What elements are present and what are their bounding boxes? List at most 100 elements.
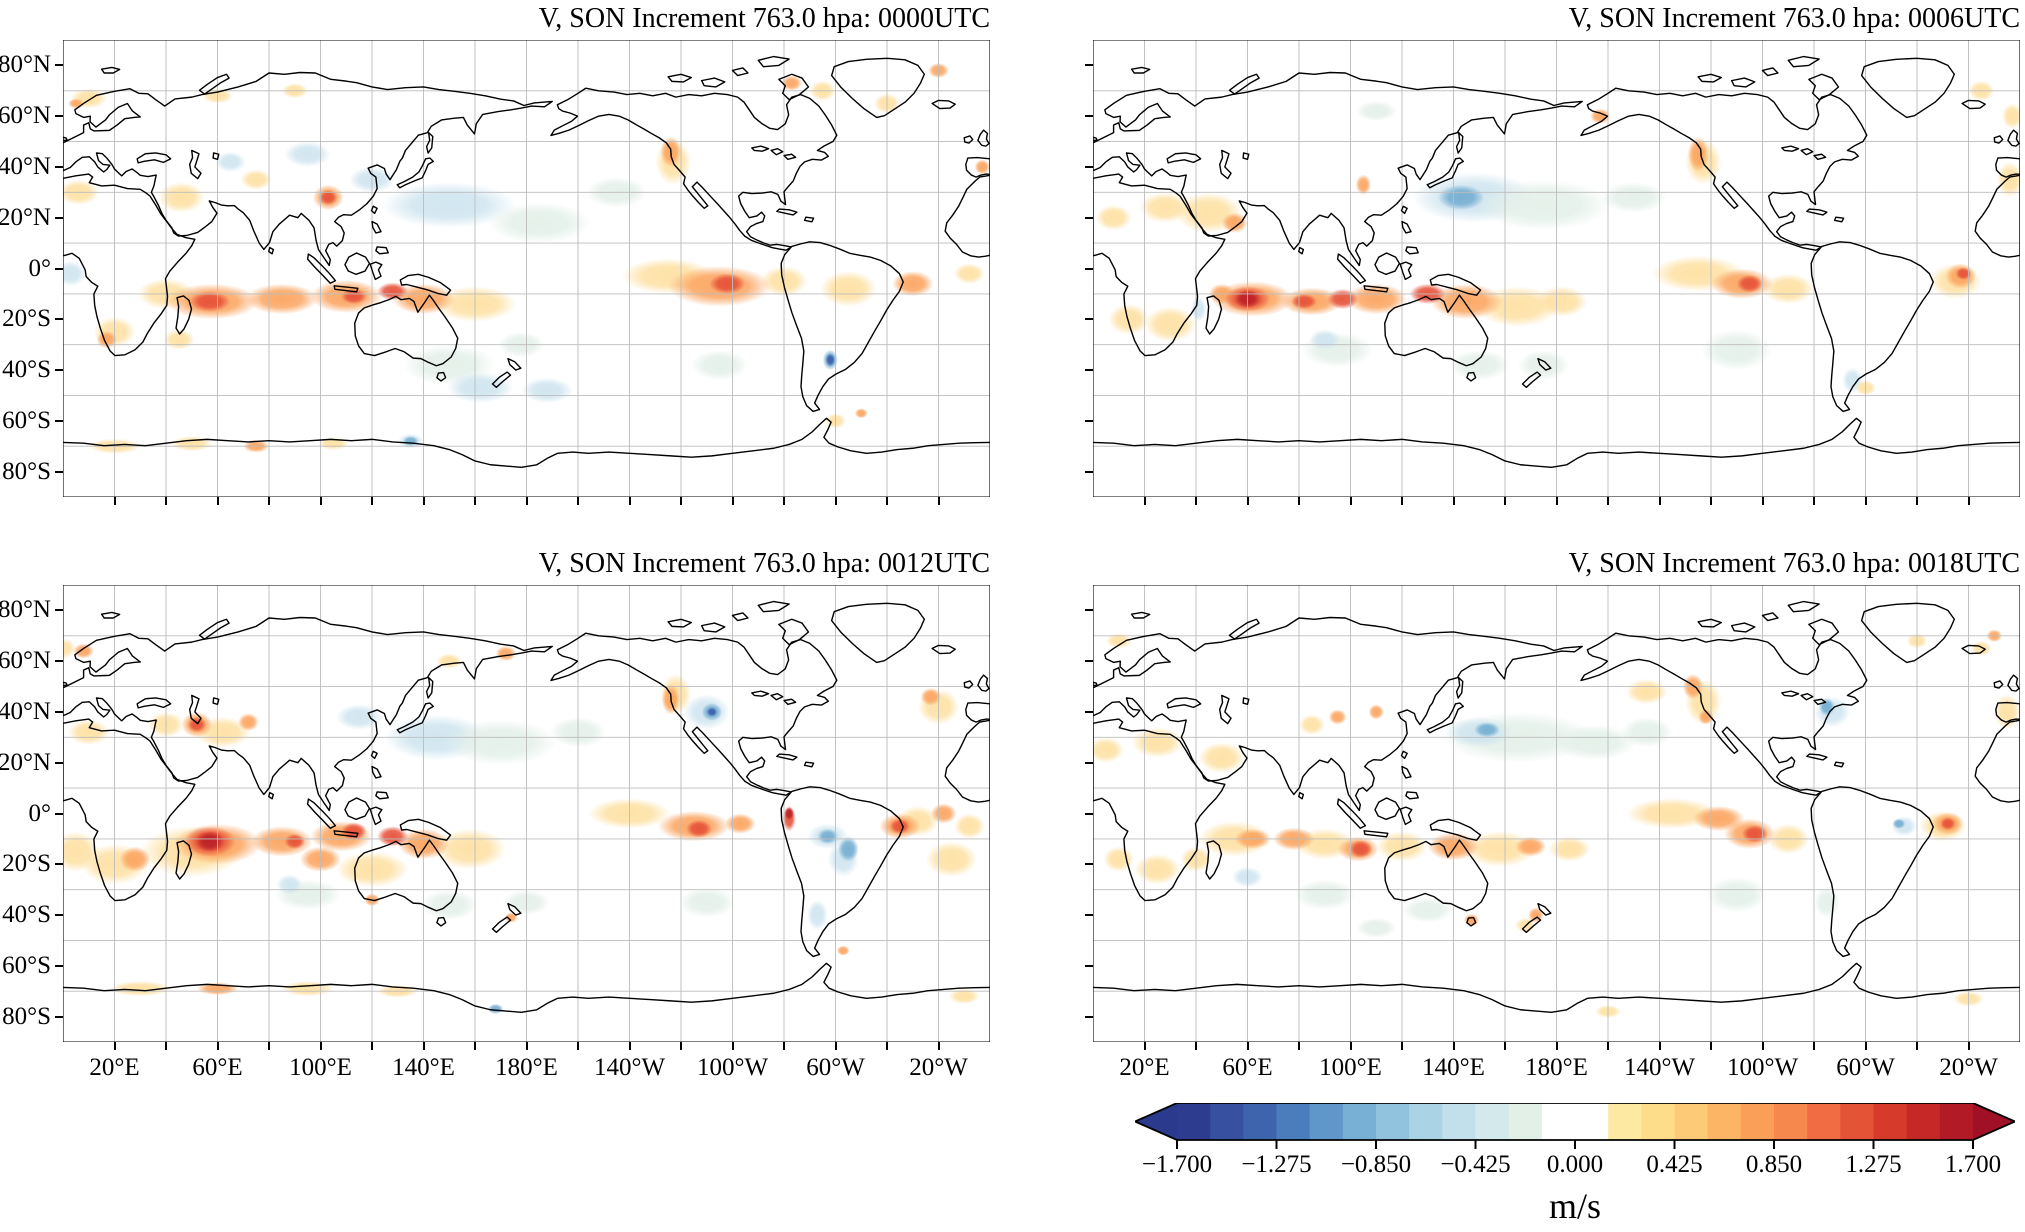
coastline: [1800, 147, 1814, 156]
map-panel-0006utc: V, SON Increment 763.0 hpa: 0006UTC: [1085, 0, 2020, 560]
feature-blob-b1: [63, 260, 87, 287]
coastline: [1399, 261, 1413, 281]
coastline: [63, 616, 553, 812]
coastline: [1298, 791, 1305, 800]
coastline: [188, 149, 202, 180]
coastline: [1466, 371, 1477, 382]
feature-blob-t: [487, 202, 591, 244]
feature-blob-b1: [521, 377, 573, 404]
lat-tick: [1085, 267, 1093, 270]
colorbar-unit-label: m/s: [1548, 1186, 1602, 1226]
feature-blob-o2: [1515, 836, 1547, 857]
coastline: [830, 57, 926, 119]
coastline: [333, 830, 359, 838]
coastline: [1093, 718, 1226, 902]
lon-tick: [937, 497, 940, 505]
coastline: [399, 273, 452, 296]
feature-blob-o2: [724, 813, 756, 834]
colorbar-segment: [1608, 1103, 1642, 1140]
world-map-0018utc: 20°E 60°E 100°E 140°E 180°E 140°W 100°W 60°W 20°…: [1085, 585, 2020, 1081]
coastline: [2007, 129, 2020, 147]
feature-blob-o1: [820, 271, 877, 307]
coastline: [1205, 295, 1223, 335]
colorbar-tick-label: 0.425: [1646, 1151, 1703, 1178]
feature-blob-t: [1553, 724, 1637, 761]
lat-tick: [1085, 761, 1093, 764]
lon-tick: [834, 1042, 837, 1050]
coastline: [175, 295, 193, 335]
panel-title: V, SON Increment 763.0 hpa: 0012UTC: [538, 548, 990, 579]
coastline: [1521, 371, 1542, 389]
feature-blob-o2: [1355, 174, 1372, 195]
coastline: [1961, 644, 1986, 655]
coastline: [1697, 73, 1723, 83]
coastlines: [1093, 55, 2020, 468]
lon-tick: [474, 1042, 476, 1050]
coastline: [1974, 174, 2020, 258]
feature-blob-o1: [171, 436, 213, 452]
colorbar-tick-labels: −1.700 −1.275 −0.850 −0.425 0.000 0.425 0.850 1…: [1135, 1151, 2015, 1181]
lon-tick: [1658, 1042, 1661, 1050]
lon-tick: [731, 497, 734, 505]
feature-blob-o3: [1291, 293, 1318, 310]
lat-tick-label: 40°N: [0, 152, 51, 180]
lon-tick: [1761, 1042, 1764, 1050]
lon-tick: [525, 497, 528, 505]
feature-blob-o2: [495, 645, 517, 662]
coastline: [1806, 753, 1828, 761]
coastline: [369, 806, 383, 826]
coastline: [1218, 149, 1232, 180]
coastline: [731, 67, 749, 77]
feature-blob-o2: [68, 98, 84, 109]
feature-blob-o1: [1463, 831, 1536, 867]
feature-blob-o1: [1144, 306, 1196, 343]
coastline: [1813, 153, 1827, 161]
lat-tick-label: 0°: [28, 799, 52, 827]
lon-tick: [1143, 1042, 1146, 1050]
lon-tick: [1607, 1042, 1609, 1050]
feature-blob-t: [444, 719, 558, 766]
coastline: [1781, 145, 1800, 152]
map-panel-0012utc: V, SON Increment 763.0 hpa: 0012UTC 80°N…: [0, 545, 990, 1105]
coastline: [1833, 216, 1845, 223]
feature-blob-t: [1705, 876, 1768, 913]
colorbar-segment: [1707, 1103, 1742, 1140]
coastline: [507, 902, 522, 916]
lat-tick-label: 60°N: [0, 102, 51, 130]
colorbar-segment: [1641, 1103, 1676, 1140]
lat-tick: [55, 165, 63, 168]
lon-tick: [1143, 497, 1146, 505]
coastline: [783, 153, 797, 161]
lat-tick: [55, 470, 63, 473]
lon-tick: [731, 1042, 734, 1050]
coastline: [1808, 73, 1840, 101]
coastline: [369, 261, 383, 281]
lon-tick-label: 140°E: [1422, 1054, 1485, 1081]
coastline: [370, 205, 378, 215]
coastline: [731, 612, 749, 622]
feature-blob-b1: [214, 151, 246, 173]
coastline: [963, 680, 974, 689]
coastline: [268, 246, 275, 255]
colorbar-segment: [1906, 1103, 1941, 1140]
coastline: [1429, 818, 1482, 841]
colorbar-segment: [1807, 1103, 1841, 1140]
colorbar-segment: [1177, 1103, 1211, 1140]
panel-title: V, SON Increment 763.0 hpa: 0006UTC: [1568, 3, 2020, 34]
coastline: [770, 147, 784, 156]
colorbar-tick-label: 1.275: [1845, 1151, 1902, 1178]
coastline: [1537, 357, 1552, 371]
coastline: [776, 208, 798, 216]
coastline: [425, 676, 434, 699]
map-svg: [1093, 40, 2020, 497]
feature-blob-o3: [319, 189, 338, 206]
colorbar-segment: [1210, 1103, 1244, 1140]
feature-blob-t: [1814, 887, 1840, 918]
lon-tick-label: 140°W: [593, 1054, 666, 1081]
increment-field: [63, 62, 990, 454]
lat-tick: [55, 64, 63, 67]
coastline: [375, 791, 389, 800]
lon-tick-label: 100°W: [696, 1054, 769, 1081]
coastline: [63, 962, 990, 1013]
coastline: [1995, 701, 2020, 723]
